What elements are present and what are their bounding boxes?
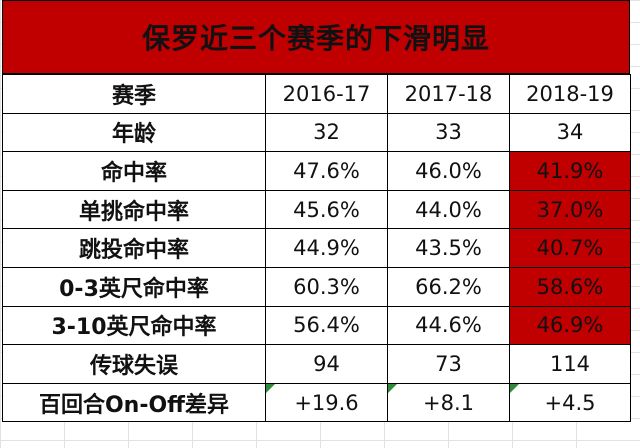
table-cell[interactable]: 114 [509, 344, 631, 384]
table-row: 命中率 47.6% 46.0% 41.9% [2, 151, 631, 191]
row-label[interactable]: 百回合On-Off差异 [2, 382, 266, 423]
table-cell[interactable]: 56.4% [265, 305, 388, 346]
season-header[interactable]: 2018-19 [509, 74, 631, 114]
cell-value: +4.5 [544, 390, 596, 415]
comment-flag-icon [388, 384, 397, 393]
row-label[interactable]: 3-10英尺命中率 [2, 305, 266, 346]
table-row: 百回合On-Off差异 +19.6 +8.1 +4.5 [2, 382, 631, 423]
table-cell[interactable]: 32 [265, 112, 388, 153]
header-label[interactable]: 赛季 [2, 74, 266, 114]
table-row: 单挑命中率 45.6% 44.0% 37.0% [2, 189, 631, 230]
row-label[interactable]: 命中率 [2, 151, 266, 191]
table-row: 0-3英尺命中率 60.3% 66.2% 58.6% [2, 266, 631, 307]
highlighted-cell[interactable]: 46.9% [509, 305, 631, 346]
highlighted-cell[interactable]: 41.9% [509, 151, 631, 191]
table-row: 传球失误 94 73 114 [2, 344, 631, 384]
table-cell[interactable]: 47.6% [265, 151, 388, 191]
header-row: 赛季 2016-17 2017-18 2018-19 [2, 74, 631, 114]
table-cell[interactable]: 34 [509, 112, 631, 153]
table-cell[interactable]: 44.6% [387, 305, 510, 346]
season-header[interactable]: 2017-18 [387, 74, 510, 114]
comment-flag-icon [510, 384, 519, 393]
stats-sheet: 保罗近三个赛季的下滑明显 赛季 2016-17 2017-18 2018-19 … [2, 0, 631, 423]
table-cell[interactable]: +4.5 [509, 382, 631, 423]
table-row: 3-10英尺命中率 56.4% 44.6% 46.9% [2, 305, 631, 346]
season-header[interactable]: 2016-17 [265, 74, 388, 114]
table-cell[interactable]: 44.9% [265, 228, 388, 268]
table-cell[interactable]: 66.2% [387, 266, 510, 307]
highlighted-cell[interactable]: 58.6% [509, 266, 631, 307]
row-label[interactable]: 单挑命中率 [2, 189, 266, 230]
table-cell[interactable]: 94 [265, 344, 388, 384]
stats-table: 赛季 2016-17 2017-18 2018-19 年龄 32 33 34 命… [2, 74, 631, 423]
cell-value: +19.6 [294, 390, 359, 415]
table-cell[interactable]: 43.5% [387, 228, 510, 268]
table-cell[interactable]: 73 [387, 344, 510, 384]
row-label[interactable]: 0-3英尺命中率 [2, 266, 266, 307]
table-cell[interactable]: 45.6% [265, 189, 388, 230]
table-row: 跳投命中率 44.9% 43.5% 40.7% [2, 228, 631, 268]
cell-value: +8.1 [423, 390, 474, 415]
table-title: 保罗近三个赛季的下滑明显 [2, 0, 630, 74]
row-label[interactable]: 跳投命中率 [2, 228, 266, 268]
row-label[interactable]: 传球失误 [2, 344, 266, 384]
table-cell[interactable]: 46.0% [387, 151, 510, 191]
highlighted-cell[interactable]: 37.0% [509, 189, 631, 230]
table-cell[interactable]: 33 [387, 112, 510, 153]
table-cell[interactable]: +8.1 [387, 382, 510, 423]
table-cell[interactable]: 44.0% [387, 189, 510, 230]
row-label[interactable]: 年龄 [2, 112, 266, 153]
table-cell[interactable]: 60.3% [265, 266, 388, 307]
comment-flag-icon [266, 384, 275, 393]
table-row: 年龄 32 33 34 [2, 112, 631, 153]
table-cell[interactable]: +19.6 [265, 382, 388, 423]
highlighted-cell[interactable]: 40.7% [509, 228, 631, 268]
